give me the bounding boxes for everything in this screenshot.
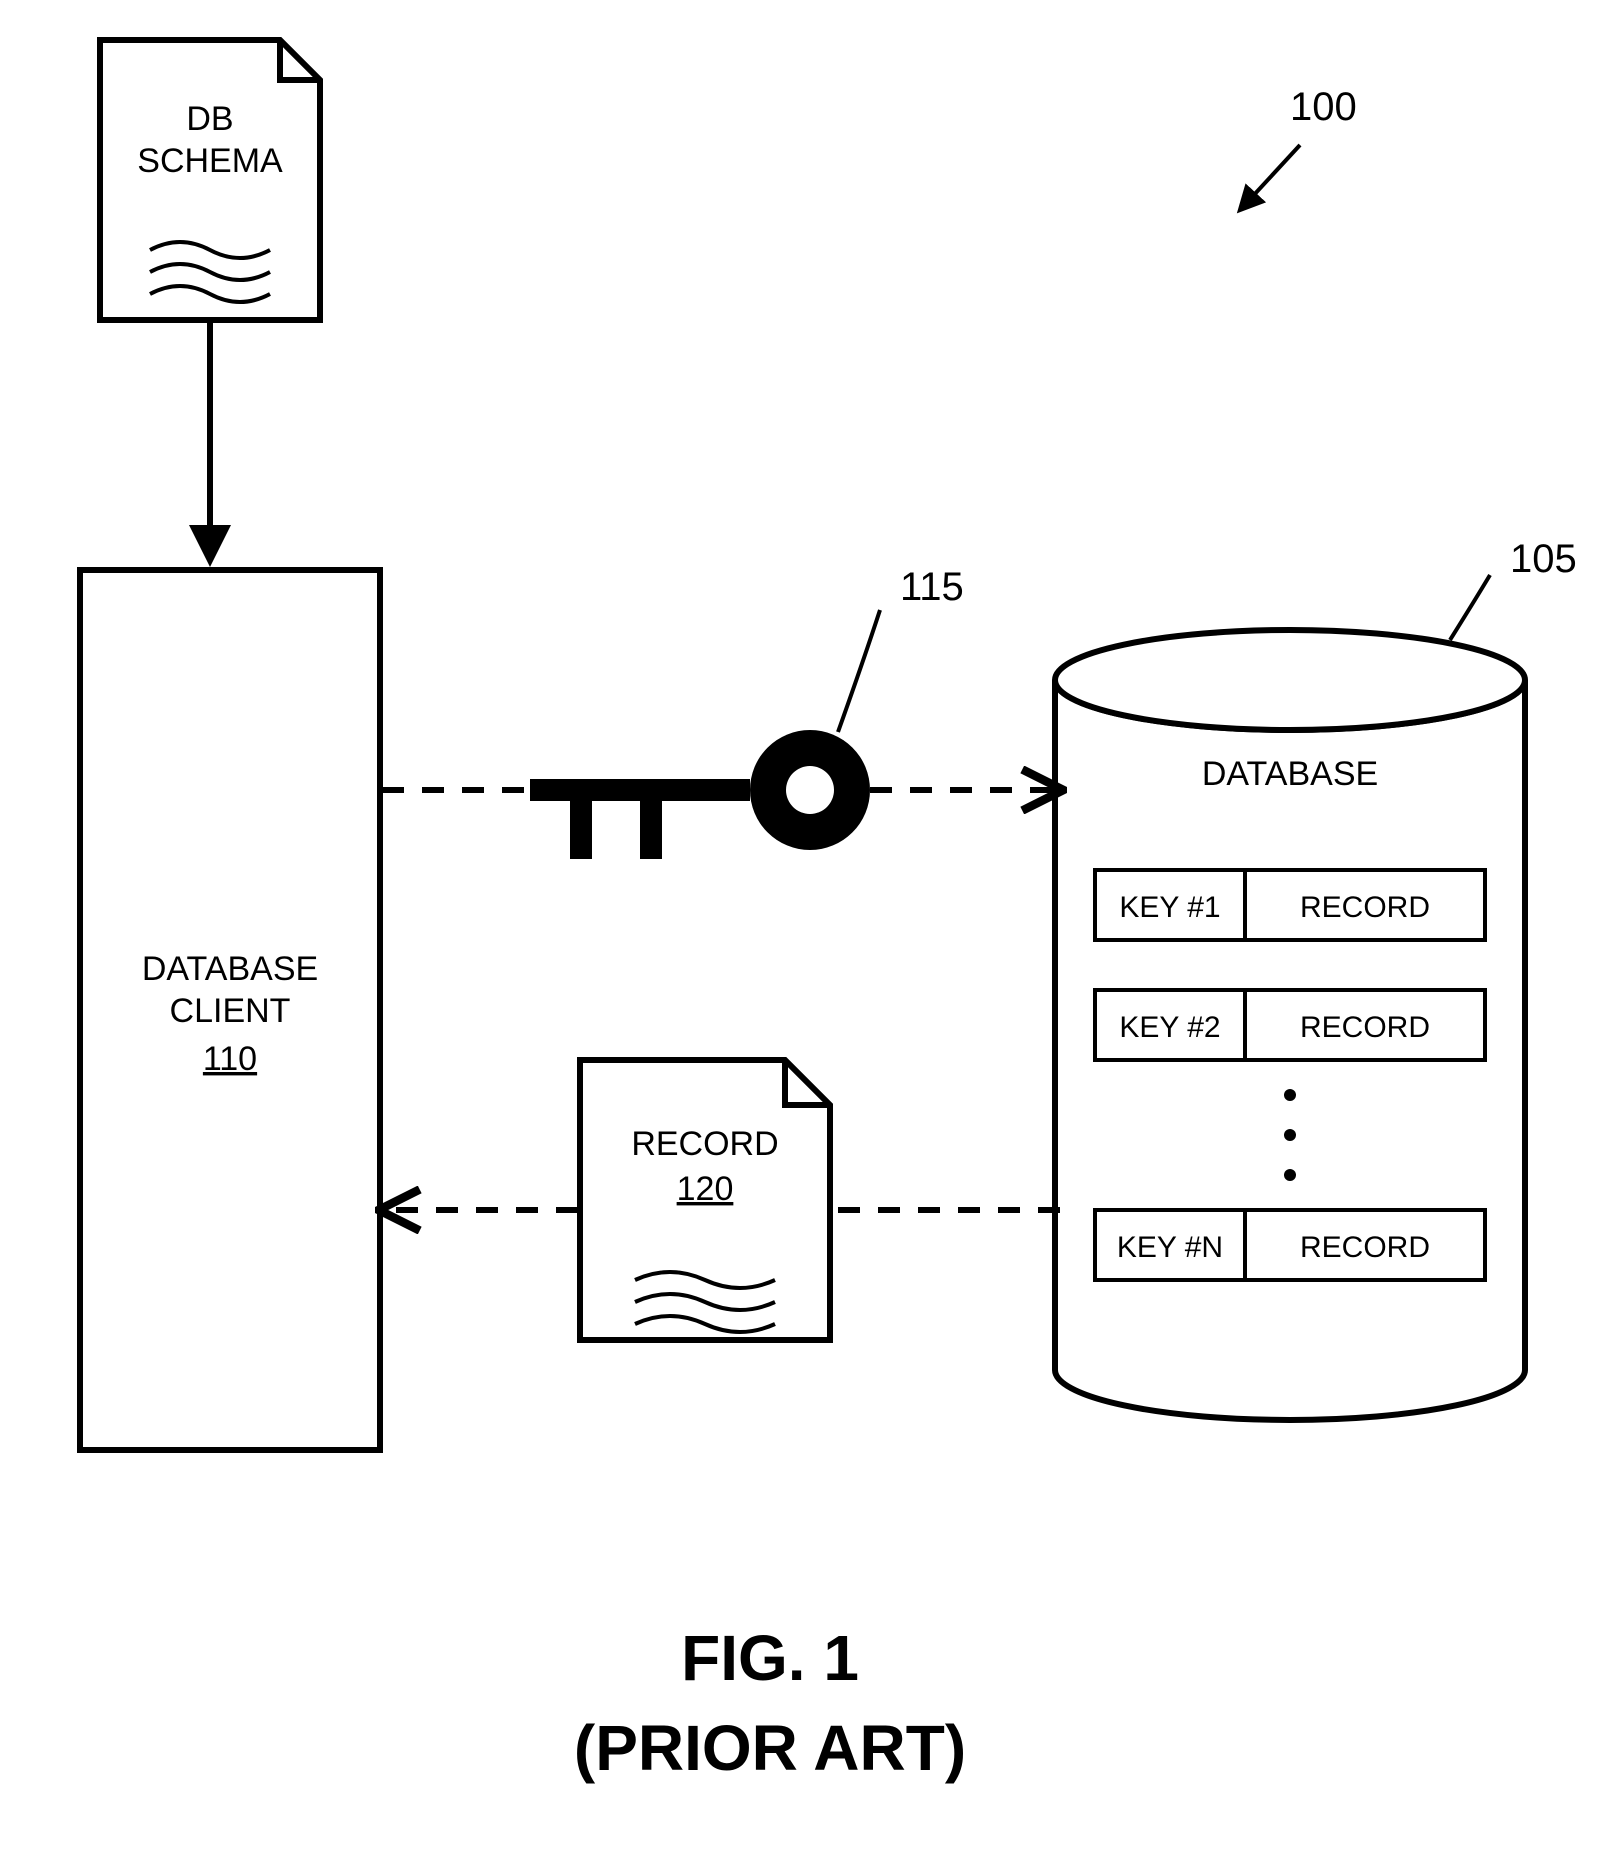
figure-ref-100: 100 <box>1290 85 1357 129</box>
database-client-label: CLIENT <box>170 992 291 1030</box>
database-row-val: RECORD <box>1300 1231 1430 1264</box>
database-client-ref: 110 <box>203 1040 257 1078</box>
database-row-key: KEY #N <box>1117 1231 1223 1264</box>
database-rows-ellipsis-dot <box>1284 1169 1296 1181</box>
record-doc-label: RECORD <box>631 1125 778 1163</box>
figure-caption: FIG. 1 <box>681 1622 859 1694</box>
database-ref-leader <box>1450 575 1490 640</box>
key-icon-hole <box>786 766 834 814</box>
db-schema-label: SCHEMA <box>137 142 283 180</box>
database-rows-ellipsis-dot <box>1284 1129 1296 1141</box>
key-icon-tooth <box>570 799 592 859</box>
key-icon-shaft <box>530 779 750 801</box>
database-rows-ellipsis-dot <box>1284 1089 1296 1101</box>
database-row-val: RECORD <box>1300 891 1430 924</box>
db-schema-label: DB <box>186 100 233 138</box>
database-row-key: KEY #2 <box>1119 1011 1220 1044</box>
database-cylinder-top <box>1055 630 1525 730</box>
record-doc-ref: 120 <box>677 1170 734 1208</box>
database-label: DATABASE <box>1202 755 1378 793</box>
database-client-label: DATABASE <box>142 950 318 988</box>
database-ref: 105 <box>1510 537 1577 581</box>
figure-ref-100-arrow <box>1240 145 1300 210</box>
key-ref: 115 <box>900 565 964 609</box>
database-row-val: RECORD <box>1300 1011 1430 1044</box>
figure-caption: (PRIOR ART) <box>574 1712 966 1784</box>
database-row-key: KEY #1 <box>1119 891 1220 924</box>
key-ref-leader <box>838 610 880 732</box>
key-icon-tooth <box>640 799 662 859</box>
